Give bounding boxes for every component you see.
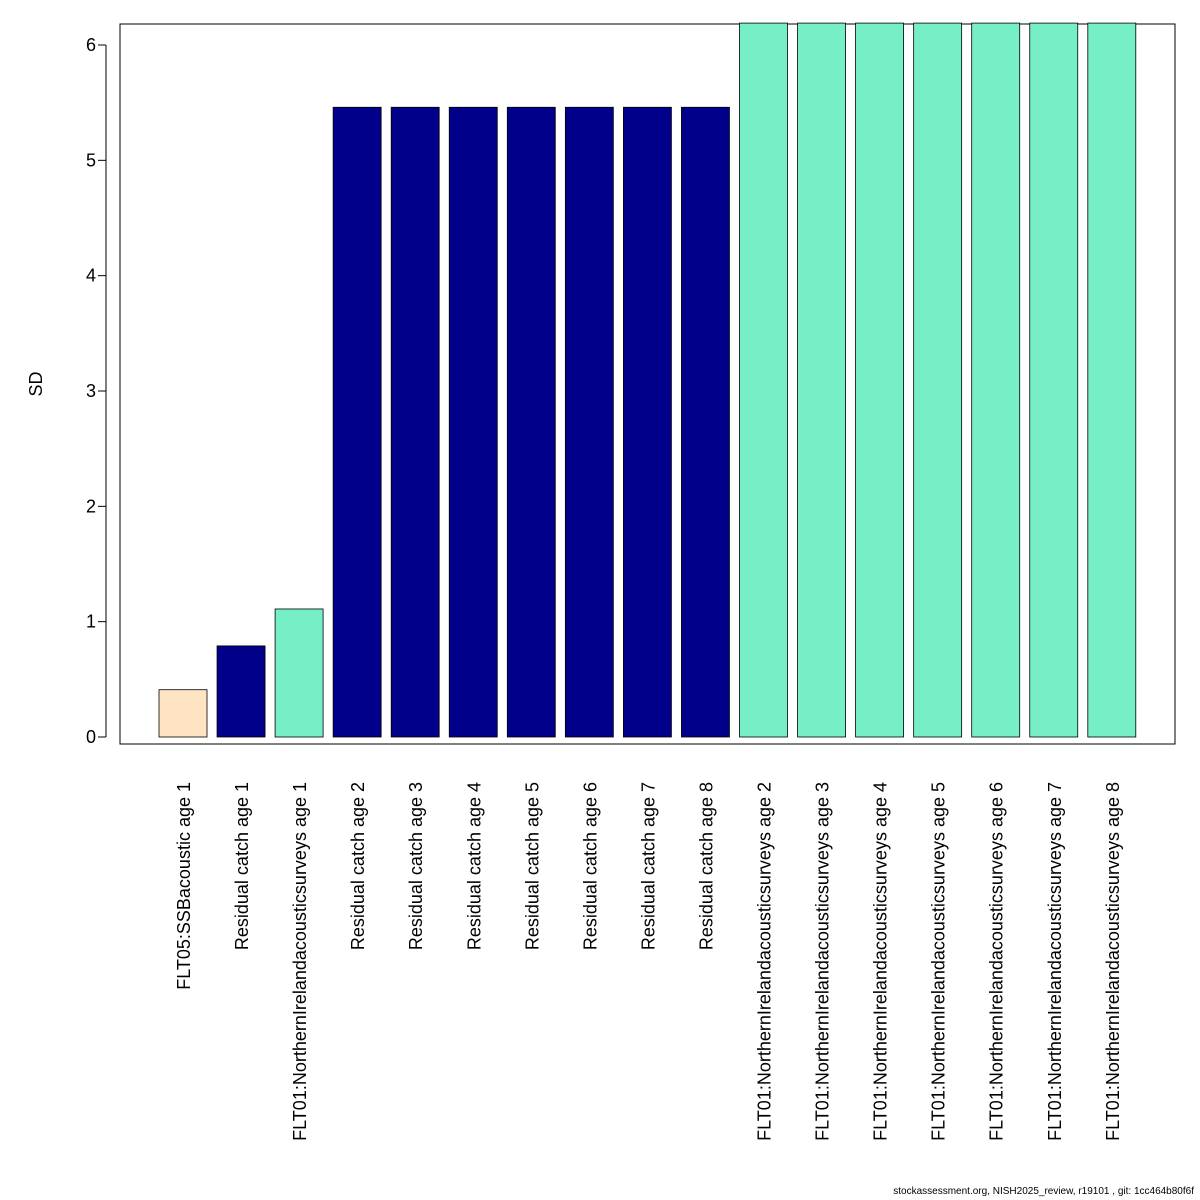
x-tick-label-12: FLT01:NorthernIrelandacousticsurveys age… (813, 782, 833, 1141)
x-tick-label-15: FLT01:NorthernIrelandacousticsurveys age… (987, 782, 1007, 1141)
bar-4 (332, 106, 382, 738)
x-tick-label-5: Residual catch age 3 (406, 782, 426, 950)
x-tick-label-17: FLT01:NorthernIrelandacousticsurveys age… (1103, 782, 1123, 1141)
x-tick-label-16: FLT01:NorthernIrelandacousticsurveys age… (1045, 782, 1065, 1141)
x-tick-label-1: FLT05:SSBacoustic age 1 (174, 782, 194, 990)
bar-5 (390, 106, 440, 738)
bar-15 (971, 22, 1021, 738)
bar-8 (564, 106, 614, 738)
x-tick-label-4: Residual catch age 2 (348, 782, 368, 950)
y-tick-label: 1 (86, 612, 96, 632)
bar-16 (1029, 22, 1079, 738)
x-tick-label-13: FLT01:NorthernIrelandacousticsurveys age… (871, 782, 891, 1141)
x-tick-label-9: Residual catch age 7 (638, 782, 658, 950)
y-axis-label: SD (26, 371, 46, 396)
x-tick-label-14: FLT01:NorthernIrelandacousticsurveys age… (929, 782, 949, 1141)
bar-17 (1087, 22, 1137, 738)
x-tick-label-10: Residual catch age 8 (696, 782, 716, 950)
bar-13 (855, 22, 904, 738)
bar-1 (158, 689, 208, 738)
bar-3 (274, 608, 324, 738)
bar-2 (216, 645, 266, 738)
y-tick-label: 5 (86, 150, 96, 170)
y-tick-label: 4 (86, 266, 96, 286)
x-tick-label-8: Residual catch age 6 (580, 782, 600, 950)
bar-11 (739, 22, 788, 738)
x-tick-label-11: FLT01:NorthernIrelandacousticsurveys age… (755, 782, 775, 1141)
x-tick-label-2: Residual catch age 1 (232, 782, 252, 950)
y-tick-label: 2 (86, 496, 96, 516)
bar-7 (506, 106, 556, 738)
y-tick-label: 3 (86, 381, 96, 401)
x-tick-label-7: Residual catch age 5 (522, 782, 542, 950)
x-tick-label-6: Residual catch age 4 (464, 782, 484, 950)
bar-10 (681, 106, 730, 738)
bar-6 (448, 106, 498, 738)
bar-12 (797, 22, 846, 738)
x-axis-labels: FLT05:SSBacoustic age 1 Residual catch ag… (174, 782, 1123, 1141)
bar-9 (623, 106, 672, 738)
footer-credit: stockassessment.org, NISH2025_review, r1… (893, 1186, 1194, 1197)
y-axis: 0 1 2 3 4 5 6 (86, 35, 107, 747)
bar-14 (913, 22, 963, 738)
y-tick-label: 0 (86, 727, 96, 747)
plot-frame (119, 23, 1176, 745)
y-tick-label: 6 (86, 35, 96, 55)
bars-group (158, 22, 1137, 738)
x-tick-label-3: FLT01:NorthernIrelandacousticsurveys age… (290, 782, 310, 1141)
